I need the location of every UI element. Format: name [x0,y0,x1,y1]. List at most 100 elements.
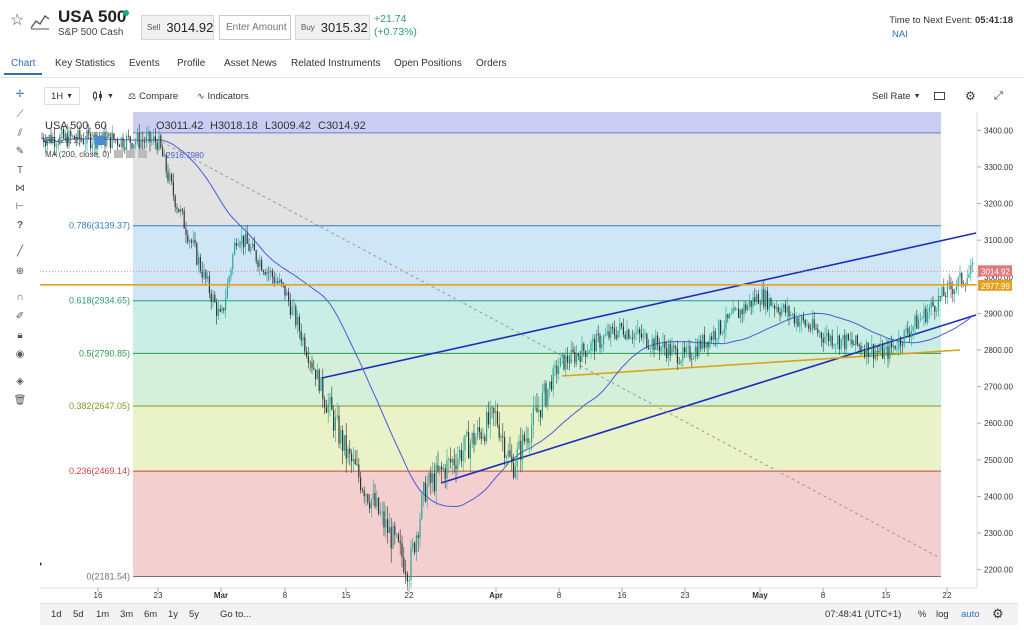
lower-channel-line[interactable] [440,314,977,484]
candle-body [664,341,666,349]
eye-icon[interactable]: ◉ [15,349,25,360]
candle-body [871,344,873,354]
candle-body [439,466,441,471]
candle-body [185,228,187,236]
candle-body [844,335,846,349]
sell-button[interactable]: Sell 3014.92 [141,15,214,40]
candle-body [253,243,255,251]
candle-body [280,279,282,283]
candle-body [45,142,47,146]
compare-button[interactable]: ⚖ Compare [128,87,178,105]
tab-asset-news[interactable]: Asset News [224,58,277,69]
candle-body [115,140,117,141]
scroll-left-icon[interactable] [38,560,42,568]
chart-icon[interactable] [30,12,50,30]
fib-tool-icon[interactable]: ⫽ [17,128,23,139]
layers-icon[interactable]: ◈ [16,376,24,387]
candle-body [172,181,174,196]
tab-key-statistics[interactable]: Key Statistics [55,58,116,69]
candle-body [498,424,500,438]
range-6m[interactable]: 6m [144,609,158,620]
candle-body [892,345,894,348]
candle-body [750,300,752,307]
tab-chart[interactable]: Chart [11,58,36,69]
candle-body [367,494,369,503]
candle-body [136,132,138,142]
legend-open: O3011.42 [156,120,204,132]
settings-button[interactable]: ⚙ [965,87,976,105]
price-axis[interactable]: 2200.00 2300.00 2400.00 2500.00 2600.00 2700.… [976,112,1013,588]
tab-profile[interactable]: Profile [177,58,206,69]
candle-body [610,326,612,338]
chart-canvas[interactable]: 0(2181.54) 0.236(2469.14) 0.382(2647.05) 0.… [38,112,1018,600]
candle-body [520,440,522,460]
candle-body [912,326,914,331]
interval-select[interactable]: 1H ▼ [44,87,81,105]
auto-scale-toggle[interactable]: auto [961,609,980,620]
range-1d[interactable]: 1d [51,609,62,620]
candle-body [126,135,128,150]
crosshair-icon[interactable]: ✛ [15,89,25,100]
candle-body [169,174,171,181]
pencil-lock-icon[interactable]: ✐ [15,311,25,322]
buy-button[interactable]: Buy 3015.32 [295,15,370,40]
fullscreen-button[interactable]: ⤢ [994,87,1003,105]
next-event-value[interactable]: NAI [892,29,908,40]
log-scale-toggle[interactable]: log [936,609,949,620]
legend-bb: BB (20, 2) [45,136,81,145]
time-axis[interactable]: 16 23 Mar 8 15 22 Apr 8 16 23 May 8 15 22 [40,587,977,600]
range-1y[interactable]: 1y [168,609,179,620]
ruler-icon[interactable]: ╱ [16,246,24,257]
range-3m[interactable]: 3m [120,609,134,620]
candle-body [631,337,633,339]
pattern-icon[interactable]: ⋈ [15,183,25,194]
tab-open-positions[interactable]: Open Positions [394,58,462,69]
lock-icon[interactable]: 🔒︎ [17,330,23,341]
candle-body [192,239,194,243]
tab-events[interactable]: Events [129,58,160,69]
rate-select-value: Sell Rate [872,90,911,102]
gear-icon[interactable]: ⚙ [992,606,1004,621]
time-tick-label: 22 [943,591,952,600]
trendline-icon[interactable]: ⟋ [16,109,24,120]
candle-body [196,243,198,265]
chart-type-select[interactable]: ▼ [92,87,114,105]
candle-body [475,437,477,445]
magnet-icon[interactable]: ∩ [16,292,24,303]
candle-body [491,407,493,409]
indicators-button[interactable]: ∿ Indicators [197,87,249,105]
candle-body [657,335,659,345]
amount-input[interactable] [219,15,291,40]
candle-body [507,450,509,457]
star-icon[interactable]: ☆ [10,12,25,29]
trash-icon[interactable]: 🗑︎ [13,395,27,406]
percent-scale-toggle[interactable]: % [918,609,927,620]
brush-icon[interactable]: ✎ [15,146,25,157]
screenshot-button[interactable] [934,87,945,105]
price-chart[interactable]: 0(2181.54) 0.236(2469.14) 0.382(2647.05) 0.… [38,112,1018,600]
range-5y[interactable]: 5y [189,609,200,620]
candle-body [752,297,754,307]
range-1m[interactable]: 1m [96,609,110,620]
tab-related-instruments[interactable]: Related Instruments [291,58,381,69]
candle-body [624,334,626,339]
measure-icon[interactable]: ⊢ [15,201,25,212]
tab-orders[interactable]: Orders [476,58,507,69]
fibonacci-labels: 0(2181.54) 0.236(2469.14) 0.382(2647.05) 0.… [69,221,130,582]
goto-button[interactable]: Go to... [220,609,252,620]
rate-select[interactable]: Sell Rate ▼ [872,87,921,105]
candle-body [829,335,831,342]
candle-body [284,284,286,296]
candle-body [205,270,207,279]
upper-channel-line[interactable] [321,232,977,379]
candle-body [392,525,394,549]
zoom-icon[interactable]: ⊕ [15,266,25,277]
help-icon[interactable]: ? [16,220,24,231]
candle-body [471,432,473,444]
range-5d[interactable]: 5d [73,609,84,620]
candle-body [900,337,902,346]
text-tool-icon[interactable]: T [16,165,24,176]
orange-support-line[interactable] [561,349,961,377]
chevron-down-icon: ▼ [66,92,74,100]
candle-body [828,332,830,342]
